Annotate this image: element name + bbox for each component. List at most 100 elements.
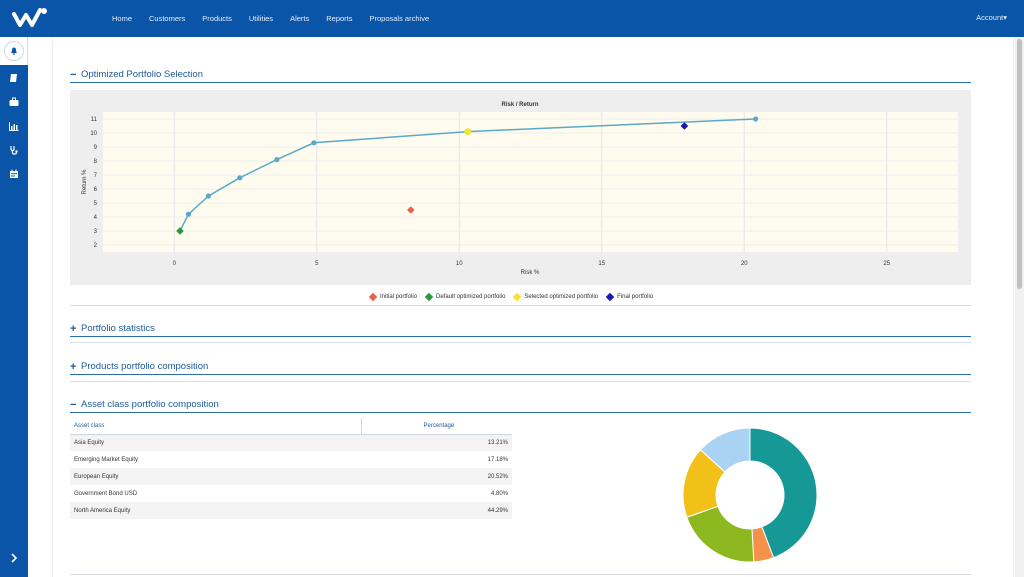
section-portfolio-statistics[interactable]: + Portfolio statistics bbox=[70, 323, 971, 337]
divider bbox=[70, 574, 971, 575]
legend-item[interactable]: Initial portfolio bbox=[368, 292, 418, 302]
y-tick-label: 7 bbox=[94, 173, 98, 179]
account-menu[interactable]: Account▾ bbox=[976, 13, 1007, 22]
content-area bbox=[52, 37, 1014, 577]
table-row: North America Equity 44.29% bbox=[70, 502, 512, 519]
table-row: Government Bond USD 4.80% bbox=[70, 485, 512, 502]
section-title: Products portfolio composition bbox=[81, 361, 209, 372]
nav-alerts[interactable]: Alerts bbox=[290, 14, 310, 23]
y-tick-label: 4 bbox=[94, 215, 98, 221]
nav-proposals-archive[interactable]: Proposals archive bbox=[369, 14, 430, 23]
expand-icon[interactable]: + bbox=[70, 361, 77, 373]
asset-class-name: North America Equity bbox=[70, 502, 362, 519]
y-tick-label: 11 bbox=[91, 117, 98, 123]
asset-class-percentage: 20.52% bbox=[361, 468, 512, 485]
legend-marker bbox=[424, 292, 434, 302]
final-portfolio-point[interactable] bbox=[680, 122, 689, 130]
scrollbar-thumb[interactable] bbox=[1017, 39, 1022, 289]
expand-icon[interactable]: + bbox=[70, 323, 77, 335]
y-tick-label: 2 bbox=[94, 243, 98, 249]
risk-return-chart: Risk / Return 2 3 4 5 6 7 8 9 10 11 0 5 10 15 20 25 Re… bbox=[70, 90, 971, 285]
y-tick-label: 5 bbox=[94, 201, 98, 207]
donut-slice[interactable] bbox=[749, 427, 818, 559]
table-row: Emerging Market Equity 17.18% bbox=[70, 451, 512, 468]
legend-marker bbox=[513, 292, 522, 302]
frontier-point[interactable] bbox=[205, 193, 212, 199]
frontier-point[interactable] bbox=[274, 157, 280, 163]
table-row: Asia Equity 13.21% bbox=[70, 434, 512, 451]
column-header-percentage[interactable]: Percentage bbox=[360, 418, 512, 435]
legend-label: Selected optimized portfolio bbox=[524, 294, 599, 300]
column-header-asset-class[interactable]: Asset class bbox=[70, 418, 362, 435]
notification-button[interactable] bbox=[4, 41, 24, 61]
x-tick-label: 5 bbox=[315, 261, 319, 267]
divider bbox=[70, 381, 971, 382]
collapse-icon[interactable]: − bbox=[70, 69, 77, 81]
donut-slice[interactable] bbox=[699, 427, 751, 473]
y-axis-label: Return % bbox=[82, 169, 88, 195]
x-tick-label: 25 bbox=[883, 261, 890, 267]
legend-item[interactable]: Final portfolio bbox=[605, 292, 653, 302]
nav-products[interactable]: Products bbox=[202, 14, 232, 23]
section-optimized-portfolio[interactable]: − Optimized Portfolio Selection bbox=[70, 69, 971, 83]
asset-class-name: Asia Equity bbox=[70, 434, 362, 451]
y-tick-label: 3 bbox=[94, 229, 98, 235]
section-title: Optimized Portfolio Selection bbox=[81, 69, 203, 80]
calendar-icon[interactable] bbox=[8, 168, 20, 180]
nav-customers[interactable]: Customers bbox=[149, 14, 186, 23]
nav-home[interactable]: Home bbox=[112, 14, 133, 23]
asset-class-donut-chart bbox=[682, 427, 818, 563]
legend-item[interactable]: Selected optimized portfolio bbox=[513, 292, 599, 302]
collapse-icon[interactable]: − bbox=[70, 399, 77, 411]
section-title: Asset class portfolio composition bbox=[81, 399, 219, 410]
y-tick-label: 10 bbox=[90, 131, 97, 137]
briefcase-icon[interactable] bbox=[8, 96, 20, 108]
legend-marker bbox=[368, 292, 378, 302]
notification-area bbox=[0, 37, 28, 65]
nav-reports[interactable]: Reports bbox=[326, 14, 353, 23]
table-row: European Equity 20.52% bbox=[70, 468, 512, 485]
y-tick-label: 8 bbox=[94, 159, 98, 165]
main-nav: Home Customers Products Utilities Alerts… bbox=[112, 0, 446, 37]
section-asset-class-composition[interactable]: − Asset class portfolio composition bbox=[70, 399, 971, 413]
x-tick-label: 10 bbox=[456, 261, 463, 267]
chevron-right-icon[interactable] bbox=[8, 552, 20, 564]
stethoscope-icon[interactable] bbox=[8, 144, 20, 156]
asset-class-name: Emerging Market Equity bbox=[74, 456, 139, 463]
legend-label: Default optimized portfolio bbox=[436, 294, 506, 300]
bell-icon bbox=[11, 47, 17, 55]
chart-legend: Initial portfolio Default optimized portf… bbox=[368, 292, 662, 302]
logo[interactable] bbox=[10, 5, 50, 31]
asset-class-name: European Equity bbox=[70, 468, 362, 485]
frontier-point[interactable] bbox=[753, 116, 759, 122]
frontier-point[interactable] bbox=[237, 175, 243, 181]
bar-chart-icon[interactable] bbox=[8, 120, 20, 132]
frontier-point[interactable] bbox=[311, 140, 317, 146]
book-icon[interactable] bbox=[8, 72, 20, 84]
y-tick-label: 9 bbox=[94, 145, 98, 151]
nav-utilities[interactable]: Utilities bbox=[248, 14, 274, 23]
selected-optimized-portfolio-point[interactable] bbox=[464, 128, 472, 135]
page-scrollbar[interactable] bbox=[1015, 37, 1024, 577]
asset-class-table: Asset class Percentage Asia Equity 13.21… bbox=[70, 418, 512, 519]
asset-class-percentage: 44.29% bbox=[361, 502, 512, 519]
initial-portfolio-point[interactable] bbox=[407, 206, 415, 214]
divider bbox=[70, 342, 971, 343]
asset-class-percentage: 4.80% bbox=[490, 490, 508, 497]
chart-title: Risk / Return bbox=[501, 102, 538, 108]
legend-item[interactable]: Default optimized portfolio bbox=[424, 292, 506, 302]
asset-class-percentage: 17.18% bbox=[487, 456, 508, 463]
sidebar bbox=[0, 37, 28, 577]
x-tick-label: 0 bbox=[173, 261, 177, 267]
y-tick-label: 6 bbox=[94, 187, 98, 193]
section-title: Portfolio statistics bbox=[81, 323, 155, 334]
frontier-point[interactable] bbox=[185, 211, 192, 217]
section-products-composition[interactable]: + Products portfolio composition bbox=[70, 361, 971, 375]
donut-slice[interactable] bbox=[686, 505, 755, 563]
legend-marker bbox=[605, 292, 615, 302]
plot-area bbox=[103, 112, 958, 252]
asset-class-name: Government Bond USD bbox=[74, 490, 138, 497]
divider bbox=[70, 305, 971, 306]
x-tick-label: 20 bbox=[741, 261, 748, 267]
legend-label: Initial portfolio bbox=[380, 294, 418, 300]
